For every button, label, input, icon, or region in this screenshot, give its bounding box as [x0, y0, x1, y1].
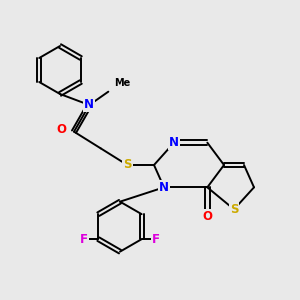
- Text: S: S: [123, 158, 132, 172]
- Text: O: O: [202, 209, 212, 223]
- Text: F: F: [80, 233, 88, 246]
- Text: N: N: [169, 136, 179, 149]
- Text: Me: Me: [114, 78, 130, 88]
- Text: N: N: [159, 181, 169, 194]
- Text: F: F: [152, 233, 160, 246]
- Text: S: S: [230, 203, 238, 216]
- Text: O: O: [56, 124, 66, 136]
- Text: N: N: [84, 98, 94, 112]
